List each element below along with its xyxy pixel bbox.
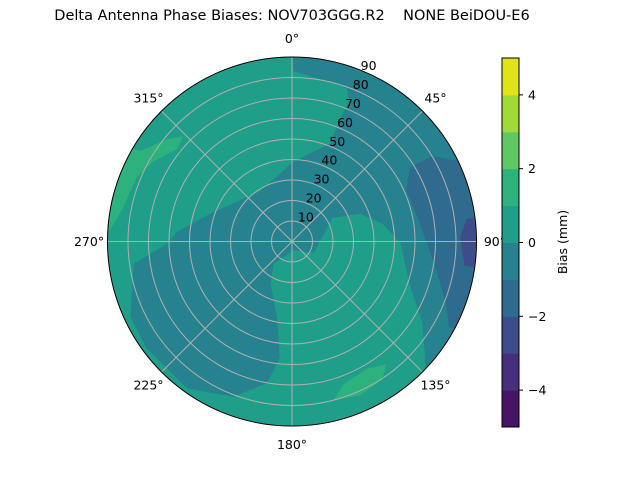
r-tick-label: 90 bbox=[361, 58, 377, 73]
r-tick-label: 10 bbox=[298, 210, 314, 225]
colorbar-tick-label: −2 bbox=[528, 309, 546, 324]
colorbar-label: Bias (mm) bbox=[555, 210, 570, 274]
axis-labels: 0° 45° 90° 135° 180° 225° 270° 315° 10 20 30 40 50 60… bbox=[74, 31, 506, 452]
r-tick-label: 20 bbox=[306, 191, 322, 206]
colorbar-band bbox=[502, 94, 519, 133]
colorbar-tick-label: 0 bbox=[528, 235, 536, 250]
colorbar-band bbox=[502, 242, 519, 280]
colorbar-tick-label: −4 bbox=[528, 383, 546, 398]
theta-tick-label: 270° bbox=[74, 234, 104, 249]
theta-tick-label: 0° bbox=[285, 31, 299, 46]
contour-region-0 bbox=[130, 57, 477, 397]
colorbar-band bbox=[502, 279, 519, 317]
r-tick-label: 60 bbox=[337, 115, 353, 130]
r-tick-label: 30 bbox=[314, 172, 330, 187]
colorbar-band bbox=[502, 58, 519, 96]
colorbar-tick-label: 4 bbox=[528, 87, 536, 102]
colorbar-band bbox=[502, 168, 519, 207]
colorbar-band bbox=[502, 131, 519, 170]
polar-frame bbox=[107, 56, 477, 427]
theta-tick-label: 135° bbox=[420, 378, 450, 393]
theta-gridline bbox=[161, 110, 293, 242]
contour-region-4 bbox=[333, 364, 387, 401]
colorbar-band bbox=[502, 205, 519, 243]
theta-gridline bbox=[291, 110, 423, 242]
colorbar-band bbox=[502, 316, 519, 354]
contour-region-2 bbox=[460, 218, 477, 268]
r-tick-label: 40 bbox=[321, 153, 337, 168]
theta-tick-label: 90° bbox=[484, 234, 506, 249]
r-tick-label: 70 bbox=[345, 96, 361, 111]
colorbar-tick-label: 2 bbox=[528, 161, 536, 176]
theta-tick-label: 225° bbox=[133, 378, 163, 393]
theta-tick-label: 180° bbox=[277, 437, 307, 452]
theta-gridline bbox=[291, 241, 423, 373]
colorbar-band bbox=[502, 353, 519, 391]
polar-grid bbox=[107, 56, 477, 427]
colorbar: −4 −2 0 2 4 Bias (mm) bbox=[501, 57, 570, 428]
contour-region-1 bbox=[406, 156, 477, 330]
r-tick-label: 50 bbox=[329, 134, 345, 149]
colorbar-band bbox=[502, 390, 519, 428]
theta-tick-label: 45° bbox=[424, 90, 446, 105]
theta-gridline bbox=[161, 241, 293, 373]
r-tick-label: 80 bbox=[353, 77, 369, 92]
theta-tick-label: 315° bbox=[133, 90, 163, 105]
chart-title: Delta Antenna Phase Biases: NOV703GGG.R2… bbox=[54, 8, 530, 24]
